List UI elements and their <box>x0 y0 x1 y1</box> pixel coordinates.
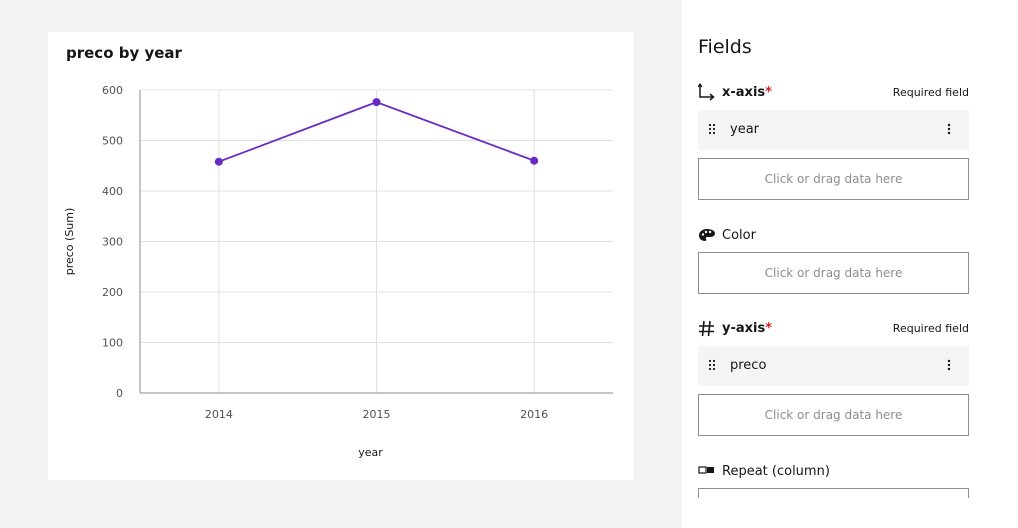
x-axis-dropzone-text: Click or drag data here <box>764 172 903 186</box>
x-tick-label: 2016 <box>520 408 548 421</box>
hash-icon <box>699 320 714 337</box>
drag-handle-icon[interactable] <box>708 359 716 371</box>
x-axis-chip-label: year <box>730 122 760 137</box>
repeat-column-icon <box>698 466 714 474</box>
repeat-column-label: Repeat (column) <box>722 464 830 479</box>
fields-panel: Fields x-axis* Required field year Click… <box>682 0 1018 528</box>
color-dropzone-text: Click or drag data here <box>764 266 903 280</box>
y-axis-label: y-axis* <box>722 321 773 336</box>
y-axis-dropzone[interactable]: Click or drag data here <box>698 394 969 436</box>
drag-handle-icon[interactable] <box>708 123 716 135</box>
x-axis-field-chip[interactable]: year <box>698 110 969 150</box>
y-tick-label: 200 <box>102 286 123 299</box>
color-label: Color <box>722 228 756 243</box>
palette-icon <box>699 229 715 241</box>
y-axis-required-star: * <box>765 321 773 336</box>
data-point <box>372 98 381 107</box>
chart-title: preco by year <box>66 44 182 62</box>
chart-card: 0 100 200 300 400 500 600 2014 2015 2016 year preco… <box>48 32 634 480</box>
color-dropzone[interactable]: Click or drag data here <box>698 252 969 294</box>
data-point <box>530 156 539 165</box>
x-axis-field-header: x-axis* Required field <box>698 83 969 103</box>
x-axis-required-star: * <box>765 85 772 100</box>
y-tick-label: 500 <box>102 135 123 148</box>
x-tick-label: 2015 <box>363 408 391 421</box>
y-axis-chip-label: preco <box>730 358 767 373</box>
x-tick-label: 2014 <box>205 408 233 421</box>
x-axis-dropzone[interactable]: Click or drag data here <box>698 158 969 200</box>
y-axis-dropzone-text: Click or drag data here <box>764 408 903 422</box>
y-axis-field-chip[interactable]: preco <box>698 346 969 386</box>
panel-title: Fields <box>698 36 752 58</box>
y-axis-required-text: Required field <box>892 322 969 335</box>
y-tick-label: 0 <box>116 387 123 400</box>
line-chart: 0 100 200 300 400 500 600 2014 2015 2016 year preco… <box>63 84 613 459</box>
y-tick-label: 400 <box>102 185 123 198</box>
overflow-menu-icon[interactable] <box>947 358 951 372</box>
overflow-menu-icon[interactable] <box>947 122 951 136</box>
y-axis-title: preco (Sum) <box>63 208 76 276</box>
color-field-header: Color <box>698 226 969 246</box>
x-axis-label: x-axis* <box>722 85 772 100</box>
repeat-column-dropzone[interactable] <box>698 488 969 498</box>
y-tick-label: 300 <box>102 236 123 249</box>
y-tick-label: 100 <box>102 337 123 350</box>
y-axis-field-header: y-axis* Required field <box>698 319 969 339</box>
repeat-column-field-header: Repeat (column) <box>698 462 969 482</box>
data-point <box>214 157 223 166</box>
y-tick-label: 600 <box>102 84 123 97</box>
x-axis-required-text: Required field <box>892 86 969 99</box>
x-axis-icon <box>698 83 715 101</box>
x-axis-title: year <box>358 446 383 459</box>
